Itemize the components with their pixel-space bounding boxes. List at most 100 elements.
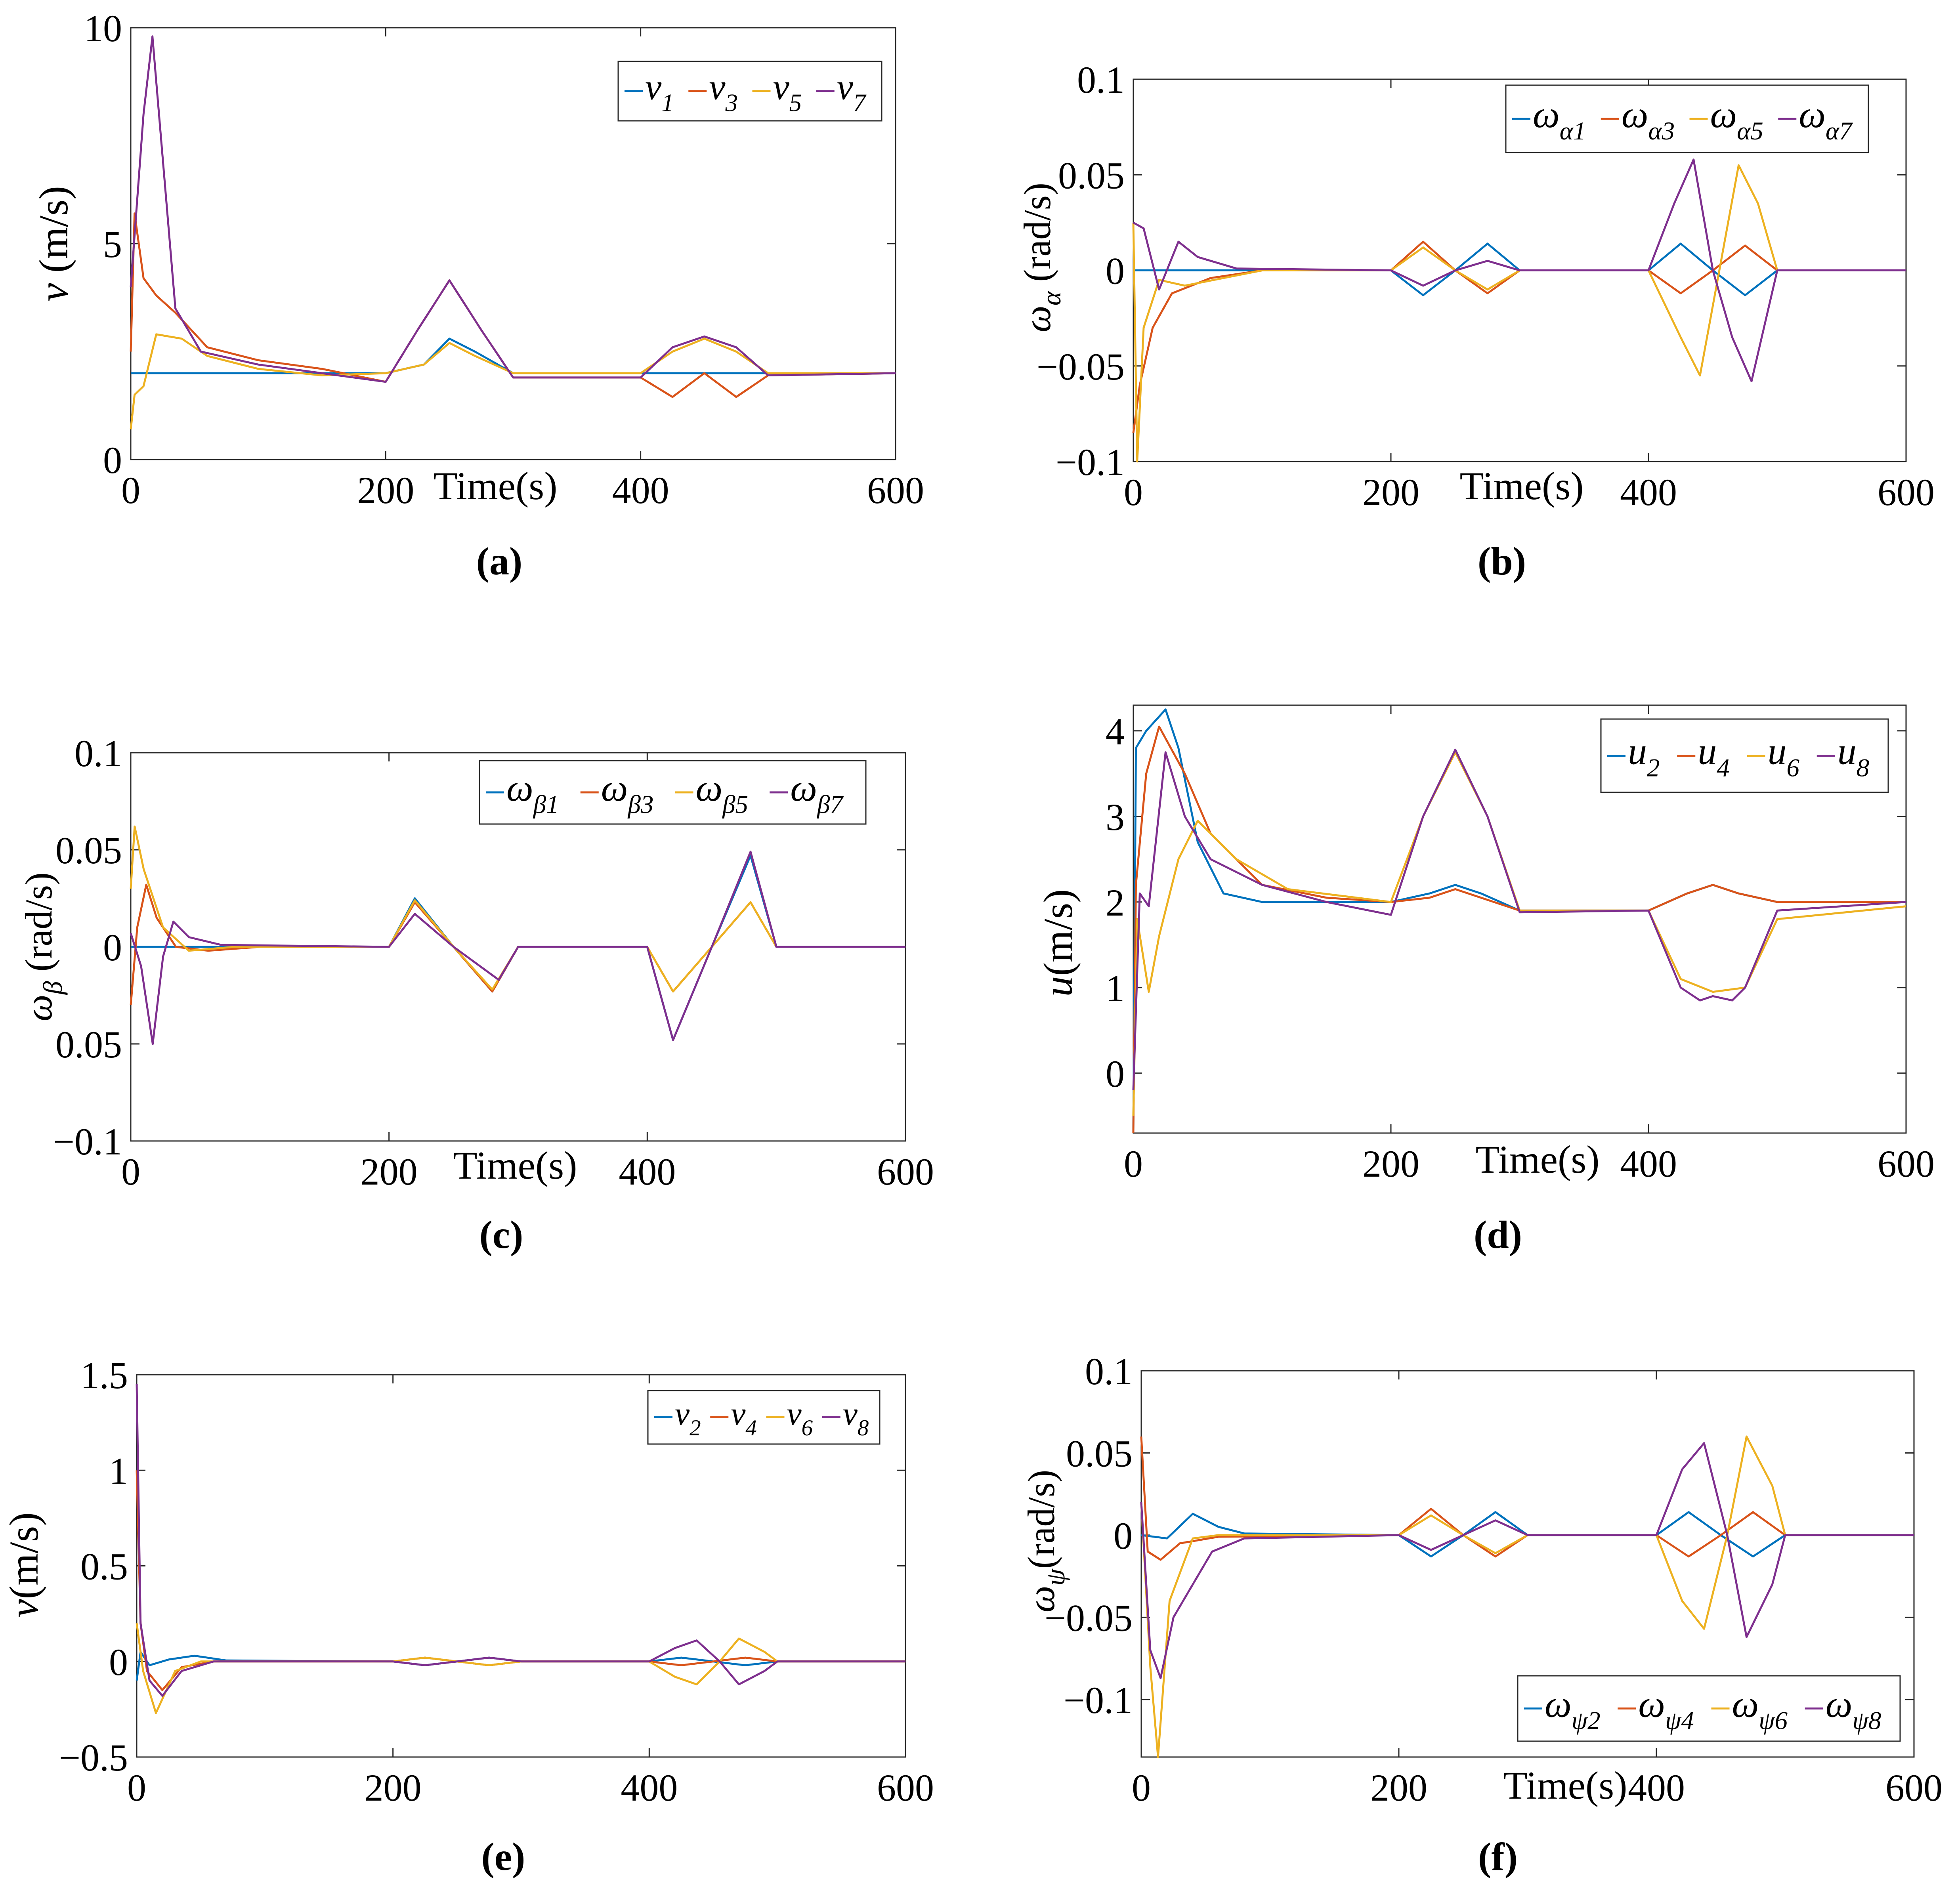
series-line-v8: [136, 1384, 905, 1697]
x-tick-label: 200: [1362, 471, 1419, 513]
legend-b: ωα1 ωα3 ωα5 ωα7: [1505, 84, 1869, 153]
y-tick-label: −0.5: [59, 1736, 128, 1779]
legend-label: v4: [731, 1395, 757, 1440]
x-tick-label: 200: [357, 469, 414, 511]
legend-label: ωψ4: [1638, 1683, 1694, 1735]
y-axis-label: v(m/s): [1, 1512, 47, 1618]
series-line-ωψ4: [1140, 1436, 1914, 1561]
legend-label: ωα3: [1622, 93, 1675, 145]
x-tick-label: 0: [127, 1767, 146, 1809]
series-line-u8: [1132, 748, 1906, 1091]
series-line-u4: [1132, 725, 1906, 1133]
panel-caption: (f): [1478, 1835, 1518, 1879]
x-tick-label: 0: [1124, 471, 1143, 513]
x-tick-label: 600: [1878, 471, 1935, 513]
series-line-ωψ8: [1140, 1442, 1914, 1679]
legend-box: [1505, 84, 1869, 153]
y-tick-label: 0.05: [55, 1023, 122, 1066]
series-line-v3: [130, 212, 896, 398]
legend-label: u8: [1837, 730, 1870, 782]
legend-label: v3: [709, 67, 738, 116]
x-tick-label: 600: [877, 1150, 934, 1193]
legend-label: v8: [843, 1395, 869, 1440]
legend-c: ωβ1 ωβ3 ωβ5 ωβ7: [479, 760, 867, 825]
plot-frame-f: [1140, 1370, 1915, 1758]
legend-label: ωα5: [1710, 93, 1763, 145]
y-tick-label: 1: [1106, 967, 1125, 1009]
panel-d: 0 200 400 600 0 1 2 3 4 Time(s) u(m/s) (d) u2 u4 u6 u8: [1035, 704, 1935, 1257]
legend-d: u2 u4 u6 u8: [1600, 718, 1889, 793]
series-line-v1: [131, 338, 896, 374]
series-line-ωβ5: [130, 825, 905, 993]
y-tick-label: 0: [1106, 250, 1125, 292]
y-axis-label: u(m/s): [1035, 889, 1081, 997]
y-tick-label: 0.1: [74, 732, 122, 775]
legend-label: v7: [837, 67, 867, 116]
y-tick-label: 4: [1106, 710, 1125, 753]
panel-c: 0 200 400 600 −0.1 0.05 0 0.05 0.1 Time(s) ωβ (rad…: [17, 732, 934, 1257]
legend-label: v1: [645, 67, 674, 116]
x-tick-label: 600: [1878, 1143, 1935, 1185]
panel-caption: (a): [476, 539, 523, 583]
legend-label: v5: [773, 67, 802, 116]
x-tick-label: 600: [867, 469, 924, 511]
panel-b: 0 200 400 600 −0.1 −0.05 0 0.05 0.1 Time(s) ωα (ra…: [1016, 59, 1935, 583]
x-axis-label: Time(s): [433, 464, 557, 508]
svg-text:ωα (rad/s): ωα (rad/s): [1016, 183, 1066, 332]
panel-caption: (c): [479, 1213, 523, 1257]
series-line-ωα7: [1133, 158, 1906, 382]
series-line-ωψ6: [1140, 1435, 1914, 1758]
legend-label: ωψ6: [1732, 1683, 1788, 1735]
legend-f: ωψ2 ωψ4 ωψ6 ωψ8: [1517, 1675, 1901, 1742]
panel-e: 0 200 400 600−0.500.511.5v(m/s)(e)v2 v4 v6 v8: [1, 1354, 934, 1879]
svg-text:v (m/s): v (m/s): [31, 186, 76, 301]
y-tick-label: 0.1: [1085, 1350, 1133, 1393]
svg-text:v(m/s): v(m/s): [1, 1512, 47, 1618]
series-line-ωα5: [1132, 164, 1906, 463]
legend-label: v6: [787, 1395, 813, 1440]
y-tick-label: 2: [1106, 881, 1125, 924]
x-tick-label: 600: [1885, 1767, 1943, 1809]
svg-text:u(m/s): u(m/s): [1035, 889, 1081, 997]
series-line-ωψ2: [1141, 1511, 1914, 1558]
y-tick-label: 0.1: [1077, 59, 1125, 101]
y-tick-label: 3: [1106, 796, 1125, 838]
x-axis-label: Time(s): [1503, 1763, 1627, 1807]
y-tick-label: −0.1: [1056, 441, 1125, 483]
legend-label: u6: [1768, 730, 1800, 782]
series-line-v5: [130, 333, 896, 429]
y-tick-label: −0.1: [1064, 1679, 1133, 1721]
legend-box: [1517, 1675, 1901, 1742]
series-line-v4: [136, 1470, 905, 1691]
y-axis-label: ωα (rad/s): [1016, 183, 1066, 332]
panel-f: 0 200 400 600 −0.1 −0.05 0 0.05 0.1 Time(s) ωψ(rad…: [1020, 1350, 1943, 1879]
legend-label: ωβ5: [696, 767, 749, 819]
series-line-v6: [136, 1623, 905, 1714]
x-axis-label: Time(s): [453, 1143, 577, 1187]
y-tick-label: 0.05: [1058, 154, 1125, 197]
y-axis-label: v (m/s): [31, 186, 76, 301]
x-tick-label: 0: [1124, 1143, 1143, 1185]
panel-caption: (d): [1474, 1213, 1522, 1257]
series-line-ωβ7: [130, 851, 905, 1045]
x-tick-label: 400: [1628, 1767, 1685, 1809]
panel-caption: (e): [481, 1835, 525, 1879]
legend-label: ωβ3: [601, 767, 654, 819]
x-tick-label: 400: [1620, 1143, 1677, 1185]
svg-text:ωβ (rad/s): ωβ (rad/s): [17, 872, 68, 1021]
x-tick-label: 400: [612, 469, 669, 511]
legend-label: ωψ8: [1826, 1683, 1881, 1735]
x-tick-label: 200: [1370, 1767, 1427, 1809]
y-tick-label: 0: [1106, 1053, 1125, 1095]
series-line-u6: [1132, 751, 1906, 1116]
legend-box: [617, 61, 882, 122]
x-tick-label: 0: [121, 1150, 140, 1193]
legend-label: ωα1: [1533, 93, 1586, 145]
x-tick-label: 400: [1620, 471, 1677, 513]
x-tick-label: 0: [121, 469, 140, 511]
legend-label: ωβ7: [790, 767, 844, 819]
y-tick-label: 5: [103, 223, 122, 265]
plot-frame-d: [1133, 704, 1907, 1134]
panel-a: 0 200 400 600 0 5 10 Time(s) v (m/s) (a) v1 v3 v5 v7: [31, 7, 924, 583]
